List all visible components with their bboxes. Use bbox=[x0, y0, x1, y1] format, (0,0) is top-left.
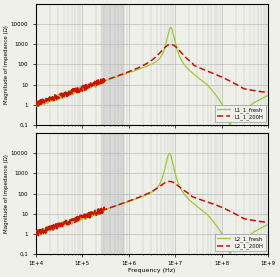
Bar bbox=[101, 133, 123, 254]
Y-axis label: Magnitude of impedance (Ω): Magnitude of impedance (Ω) bbox=[4, 154, 9, 233]
Y-axis label: Magnitude of impedance (Ω): Magnitude of impedance (Ω) bbox=[4, 25, 9, 104]
Bar bbox=[101, 4, 123, 125]
Legend: L2_1_fresh, L2_1_200H: L2_1_fresh, L2_1_200H bbox=[215, 234, 266, 251]
X-axis label: Frequency (Hz): Frequency (Hz) bbox=[128, 268, 176, 273]
Legend: L1_1_fresh, L1_1_200H: L1_1_fresh, L1_1_200H bbox=[215, 105, 266, 122]
